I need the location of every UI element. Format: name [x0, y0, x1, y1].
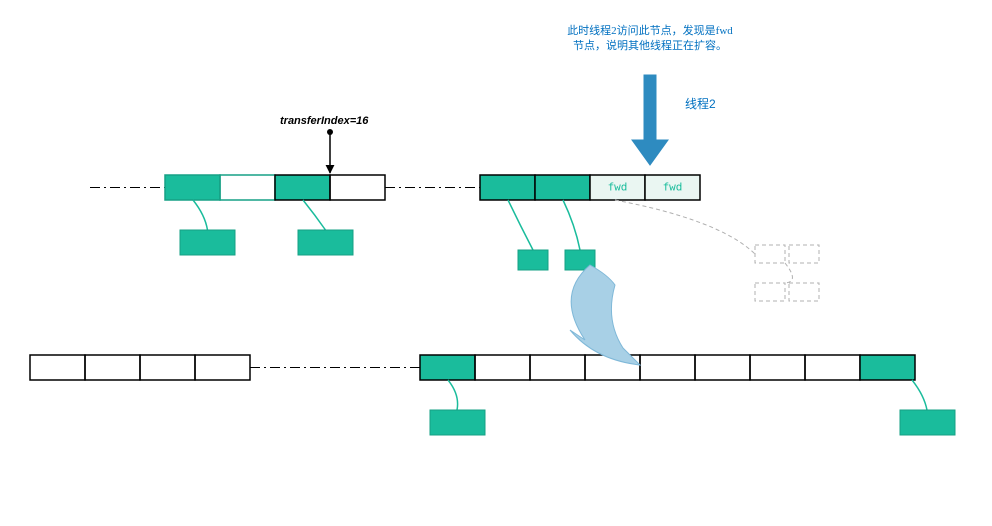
- array-cell: [330, 175, 385, 200]
- ghost-box: [755, 283, 785, 301]
- array-cell: [535, 175, 590, 200]
- migrate-arrow: [570, 265, 640, 365]
- diagram-canvas: fwd fwd: [0, 0, 992, 526]
- node-box: [900, 410, 955, 435]
- array-cell: [480, 175, 535, 200]
- ghost-link: [615, 200, 755, 254]
- array-cell: [275, 175, 330, 200]
- ghost-box: [789, 283, 819, 301]
- transfer-index-label: transferIndex=16: [280, 115, 368, 127]
- thread2-arrow: [632, 75, 668, 165]
- array-cell: [475, 355, 530, 380]
- link-curve: [912, 380, 927, 410]
- array-cell: [85, 355, 140, 380]
- ghost-box: [789, 245, 819, 263]
- array-cell: [640, 355, 695, 380]
- array-cell: [420, 355, 475, 380]
- node-box: [298, 230, 353, 255]
- array-cell: [195, 355, 250, 380]
- array-cell: [530, 355, 585, 380]
- node-box: [518, 250, 548, 270]
- array-cell: [750, 355, 805, 380]
- node-box: [180, 230, 235, 255]
- array-cell: [140, 355, 195, 380]
- array-cell: [30, 355, 85, 380]
- fwd-label: fwd: [608, 181, 628, 194]
- array-cell: [220, 175, 275, 200]
- annotation-text: 此时线程2访问此节点，发现是fwd 节点，说明其他线程正在扩容。: [520, 24, 780, 55]
- link-curve: [508, 200, 533, 250]
- link-curve: [448, 380, 458, 410]
- ghost-box: [755, 245, 785, 263]
- array-cell: [695, 355, 750, 380]
- ghost-link: [785, 263, 793, 283]
- node-box: [430, 410, 485, 435]
- thread2-label: 线程2: [685, 95, 716, 112]
- link-curve: [303, 200, 326, 230]
- link-curve: [563, 200, 580, 250]
- array-cell: [805, 355, 860, 380]
- fwd-label: fwd: [663, 181, 683, 194]
- array-cell: [860, 355, 915, 380]
- array-cell: [165, 175, 220, 200]
- link-curve: [193, 200, 208, 230]
